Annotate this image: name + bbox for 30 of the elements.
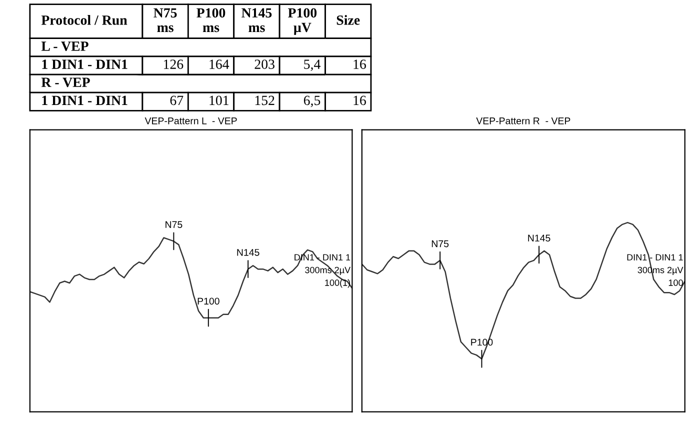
- category-label: Size: [336, 15, 360, 25]
- text: 101: [210, 96, 228, 106]
- text: 67: [170, 96, 184, 106]
- category-label: 1 DIN1 - DIN1: [42, 60, 128, 69]
- text: 6,5: [304, 96, 320, 108]
- chart-title: VEP-Pattern L - VEP: [144, 118, 237, 124]
- annotation: DIN1 - DIN1 1: [627, 254, 683, 260]
- category-label: 1 DIN1 - DIN1: [42, 96, 128, 105]
- annotation: N75: [166, 221, 182, 228]
- category-label: P100 µV: [288, 8, 317, 35]
- annotation: N145: [528, 234, 550, 242]
- text: 203: [254, 60, 274, 69]
- annotation: P100: [198, 298, 220, 305]
- text: 152: [255, 96, 274, 106]
- category-label: N145 ms: [242, 8, 272, 32]
- text: 126: [164, 60, 184, 69]
- annotation: 300ms 2µV: [305, 266, 351, 275]
- category-label: R - VEP: [41, 78, 90, 88]
- text: 164: [210, 60, 230, 69]
- category-label: P100 ms: [196, 8, 226, 32]
- annotation: N145: [237, 249, 260, 256]
- category-label: L - VEP: [41, 42, 88, 51]
- text: Protocol / Run: [41, 15, 128, 25]
- annotation: N75: [432, 240, 449, 248]
- text: 16: [354, 60, 366, 69]
- text: 16: [354, 96, 366, 106]
- text: 5,4: [304, 60, 320, 71]
- category-label: N75 ms: [154, 8, 177, 32]
- chart-title: VEP-Pattern R - VEP: [476, 118, 570, 124]
- annotation: 100: [668, 280, 683, 286]
